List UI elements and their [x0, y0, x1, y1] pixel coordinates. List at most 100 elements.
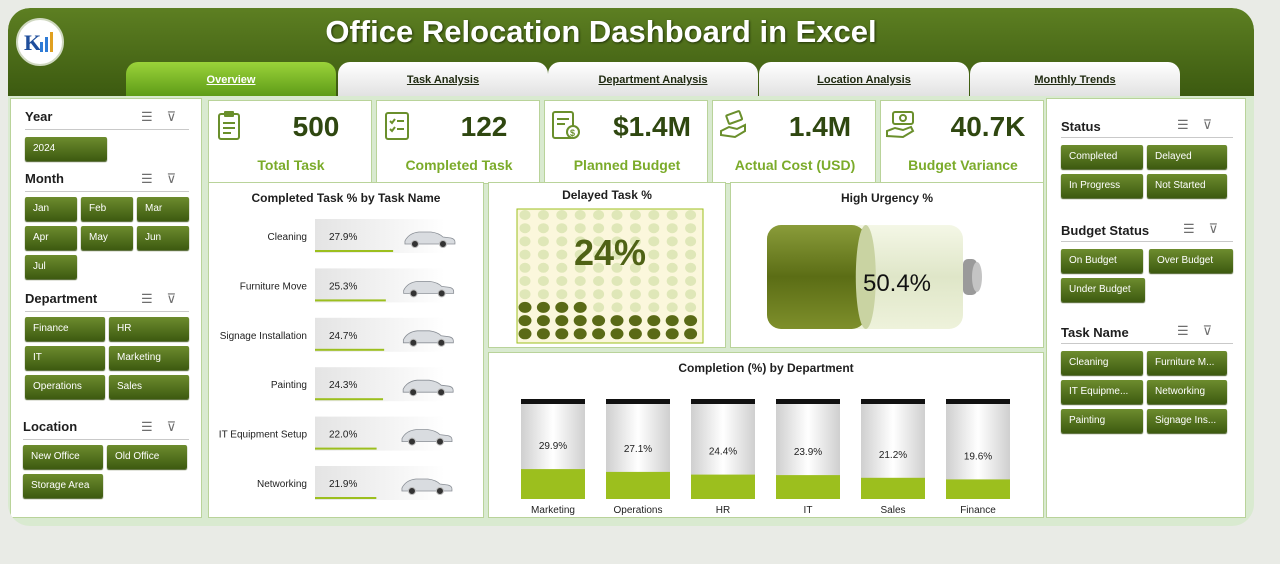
- waffle-dot: [593, 262, 605, 273]
- data-label: 22.0%: [329, 430, 357, 441]
- kpi-value: 500: [292, 111, 340, 142]
- waffle-dot-filled: [573, 328, 587, 340]
- car-wheel: [410, 240, 419, 248]
- slicer-dept-hr[interactable]: HR: [109, 317, 189, 341]
- slicer-task-it-equipment[interactable]: IT Equipme...: [1061, 380, 1143, 404]
- slicer-budget-on-budget[interactable]: On Budget: [1061, 249, 1143, 273]
- slicer-location-new-office[interactable]: New Office: [23, 445, 103, 469]
- multi-select-icon[interactable]: ☰: [141, 171, 167, 186]
- slicer-dept-marketing[interactable]: Marketing: [109, 346, 189, 370]
- slicer-dept-finance[interactable]: Finance: [25, 317, 105, 341]
- category-label: Sales: [880, 505, 905, 516]
- category-label: IT Equipment Setup: [219, 430, 308, 441]
- waffle-dot: [629, 236, 641, 247]
- waffle-dot: [648, 276, 660, 286]
- multi-select-icon[interactable]: ☰: [141, 109, 167, 124]
- tab-task-analysis[interactable]: Task Analysis: [338, 62, 548, 96]
- waffle-dot: [537, 249, 549, 260]
- slicer-dept-sales[interactable]: Sales: [109, 375, 189, 399]
- waffle-dot: [537, 236, 549, 247]
- multi-select-icon[interactable]: ☰: [141, 419, 167, 434]
- slicer-status-completed[interactable]: Completed: [1061, 145, 1143, 169]
- waffle-dot-filled: [555, 301, 569, 313]
- slicer-icons: ☰⊽: [1177, 323, 1226, 339]
- slicer-month-jul[interactable]: Jul: [25, 255, 77, 279]
- slicer-month-jun[interactable]: Jun: [137, 226, 189, 250]
- slicer-month-feb[interactable]: Feb: [81, 197, 133, 221]
- tab-location-analysis[interactable]: Location Analysis: [759, 62, 969, 96]
- slicer-year-2024[interactable]: 2024: [25, 137, 107, 161]
- data-label: 19.6%: [964, 451, 992, 462]
- kpi-label: Total Task: [257, 157, 325, 173]
- category-label: Painting: [271, 380, 307, 391]
- clear-filter-icon[interactable]: ⊽: [166, 171, 191, 186]
- waffle-dot-filled: [573, 315, 587, 327]
- slicer-task-painting[interactable]: Painting: [1061, 409, 1143, 433]
- waffle-dot: [537, 223, 549, 234]
- multi-select-icon[interactable]: ☰: [141, 291, 167, 306]
- slicer-task-furniture-move[interactable]: Furniture M...: [1147, 351, 1227, 375]
- slicer-budget-over-budget[interactable]: Over Budget: [1149, 249, 1233, 273]
- waffle-dot: [611, 262, 623, 273]
- waffle-dot: [574, 223, 586, 234]
- column-bar: [606, 471, 670, 499]
- slicer-month-may[interactable]: May: [81, 226, 133, 250]
- multi-select-icon[interactable]: ☰: [1177, 117, 1203, 132]
- car-wheel: [409, 289, 418, 298]
- slicer-dept-operations[interactable]: Operations: [25, 375, 105, 399]
- clear-filter-icon[interactable]: ⊽: [1202, 323, 1227, 338]
- column-cap: [691, 399, 755, 404]
- slicer-month-jan[interactable]: Jan: [25, 197, 77, 221]
- slicer-divider: [1061, 343, 1233, 344]
- data-label: 27.9%: [329, 232, 357, 243]
- kpi-card-total-task: 500 Total Task: [208, 100, 372, 184]
- slicer-location-storage-area[interactable]: Storage Area: [23, 474, 103, 498]
- slicer-month-mar[interactable]: Mar: [137, 197, 189, 221]
- slicer-icons: ☰⊽: [1183, 221, 1232, 237]
- waffle-dot: [574, 262, 586, 273]
- waffle-dot: [556, 236, 568, 247]
- tab-department-analysis[interactable]: Department Analysis: [548, 62, 758, 96]
- slicer-task-signage-installation[interactable]: Signage Ins...: [1147, 409, 1227, 433]
- slicer-divider: [25, 129, 189, 130]
- kpi-label: Planned Budget: [573, 157, 681, 173]
- slicer-status-not-started[interactable]: Not Started: [1147, 174, 1227, 198]
- car-wheel: [409, 338, 418, 347]
- waffle-dot: [685, 262, 697, 273]
- clear-filter-icon[interactable]: ⊽: [1208, 221, 1233, 236]
- tab-monthly-trends[interactable]: Monthly Trends: [970, 62, 1180, 96]
- waffle-dot: [629, 210, 641, 220]
- slicer-task-cleaning[interactable]: Cleaning: [1061, 351, 1143, 375]
- bar: [315, 348, 385, 351]
- slicer-icons: ☰⊽: [1177, 117, 1226, 133]
- battery-fill: [767, 225, 866, 329]
- kpi-label: Actual Cost (USD): [734, 157, 856, 173]
- slicer-status-in-progress[interactable]: In Progress: [1061, 174, 1143, 198]
- slicer-budget-under-budget[interactable]: Under Budget: [1061, 278, 1145, 302]
- waffle-dot: [629, 289, 641, 300]
- waffle-dot: [574, 276, 586, 286]
- slicer-location-old-office[interactable]: Old Office: [107, 445, 187, 469]
- slicer-divider: [25, 191, 189, 192]
- waffle-dot: [556, 276, 568, 286]
- clear-filter-icon[interactable]: ⊽: [166, 291, 191, 306]
- multi-select-icon[interactable]: ☰: [1183, 221, 1209, 236]
- waffle-dot: [648, 249, 660, 260]
- clear-filter-icon[interactable]: ⊽: [166, 109, 191, 124]
- multi-select-icon[interactable]: ☰: [1177, 323, 1203, 338]
- waffle-dot: [556, 210, 568, 220]
- slicer-task-networking[interactable]: Networking: [1147, 380, 1227, 404]
- slicer-dept-it[interactable]: IT: [25, 346, 105, 370]
- slicer-icons: ☰⊽: [141, 291, 190, 307]
- tab-overview[interactable]: Overview: [126, 62, 336, 96]
- slicer-icons: ☰⊽: [141, 419, 190, 435]
- waffle-dot: [629, 302, 641, 313]
- clear-filter-icon[interactable]: ⊽: [166, 419, 191, 434]
- category-label: Signage Installation: [220, 331, 307, 342]
- slicer-status-delayed[interactable]: Delayed: [1147, 145, 1227, 169]
- waffle-dot: [574, 236, 586, 247]
- slicer-month-apr[interactable]: Apr: [25, 226, 77, 250]
- waffle-dot: [593, 249, 605, 260]
- clear-filter-icon[interactable]: ⊽: [1202, 117, 1227, 132]
- kpi-card-actual-cost: 1.4M Actual Cost (USD): [712, 100, 876, 184]
